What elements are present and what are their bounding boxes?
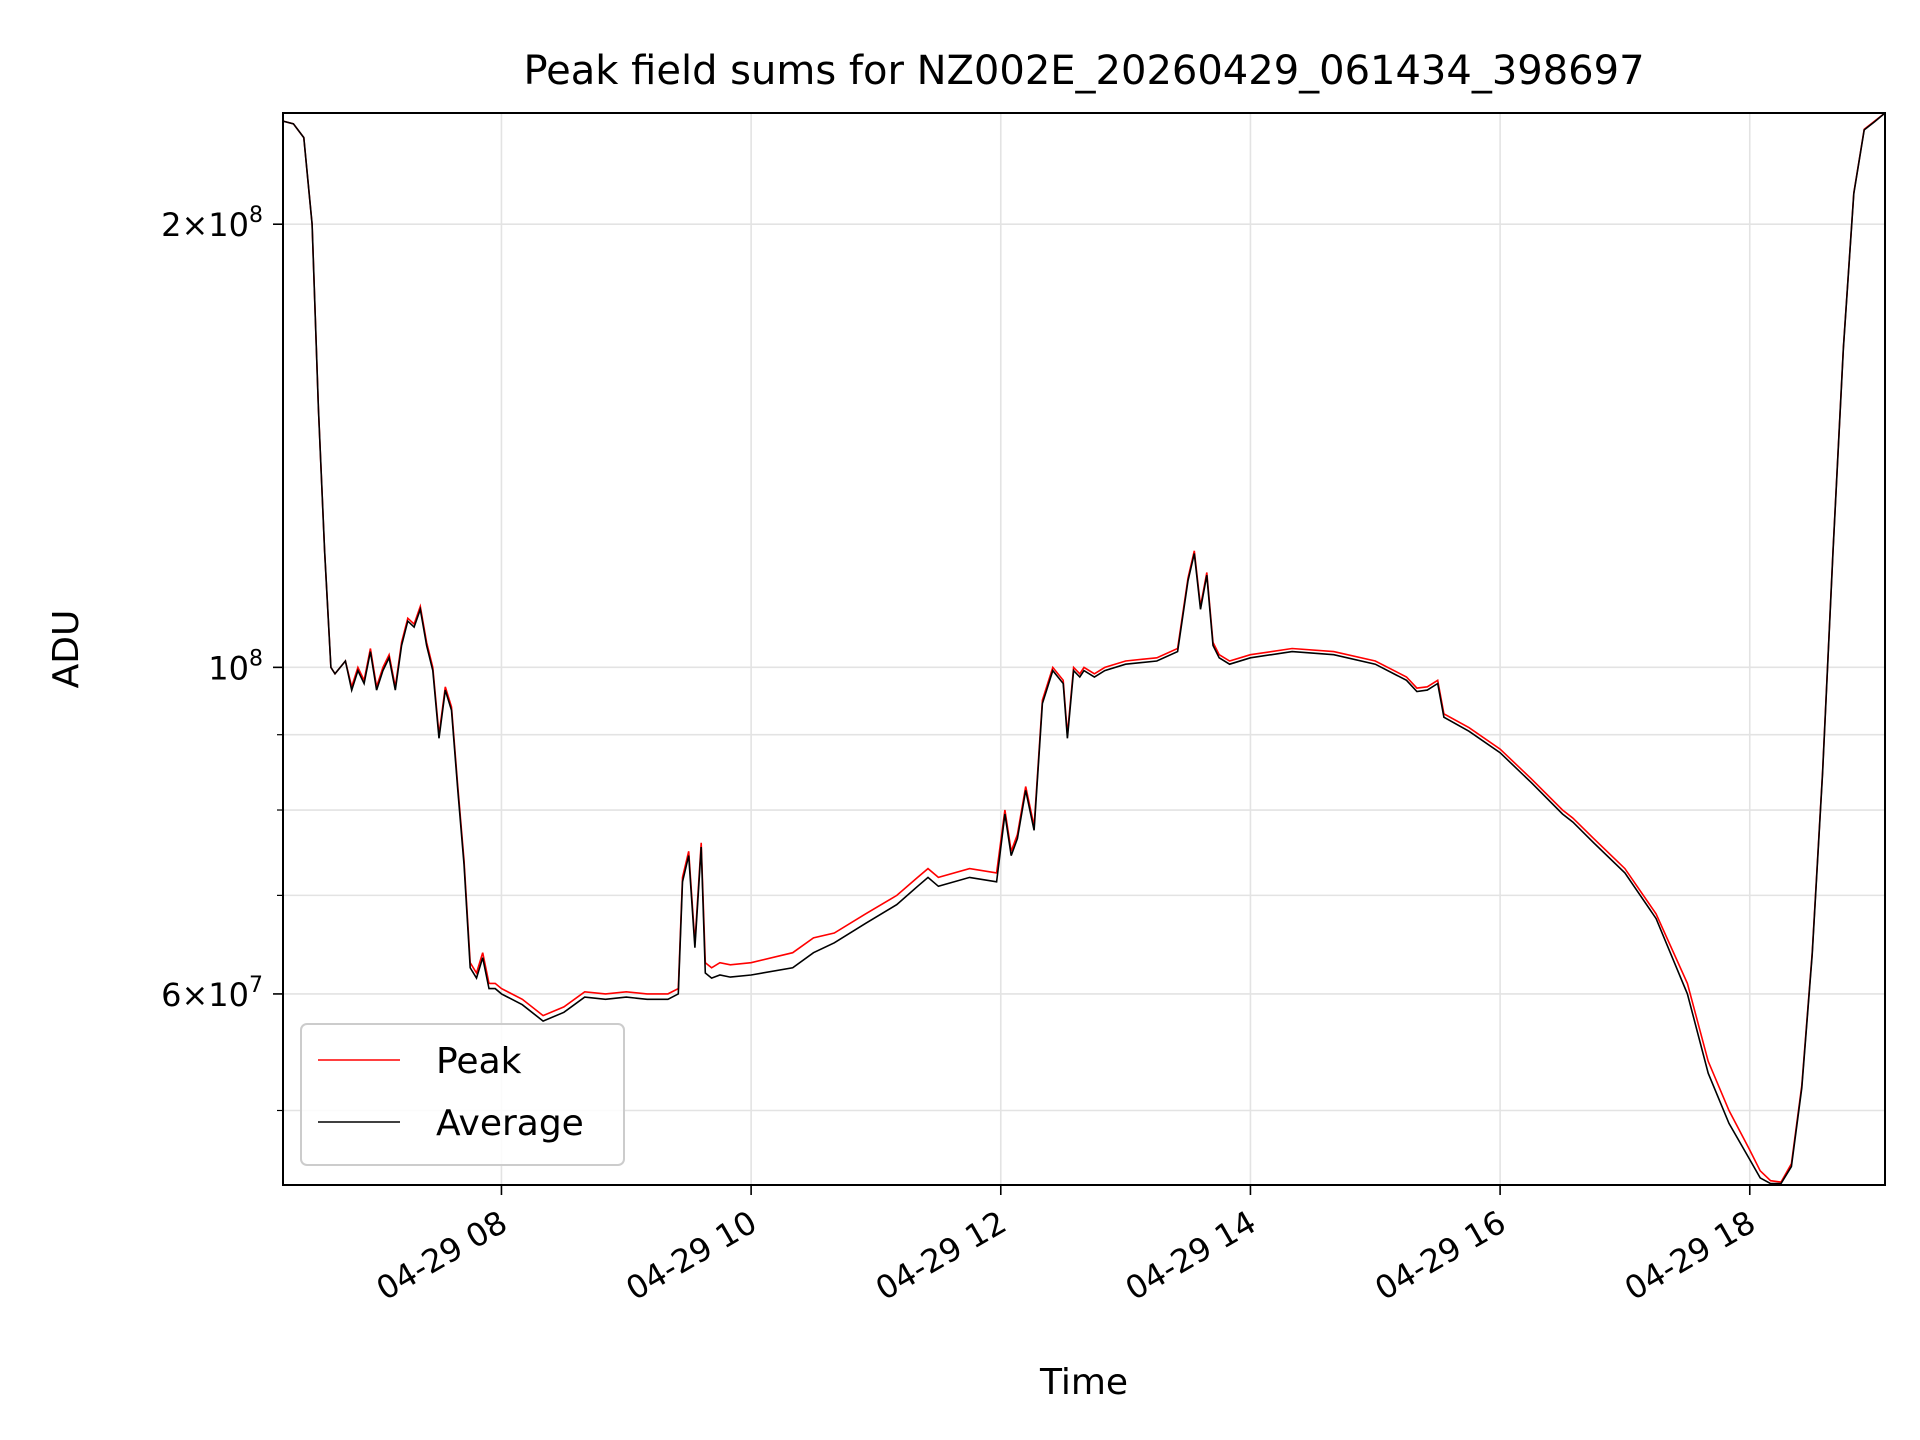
x-axis-label: Time bbox=[1039, 1362, 1128, 1403]
chart-title: Peak field sums for NZ002E_20260429_0614… bbox=[523, 48, 1644, 94]
y-tick-label: 108 bbox=[208, 646, 263, 687]
y-axis: 6×107 108 2×108 bbox=[161, 203, 283, 1112]
plot-frame bbox=[282, 112, 1886, 1186]
legend-label-average: Average bbox=[436, 1103, 584, 1144]
grid bbox=[283, 113, 1885, 1185]
y-tick-label: 6×107 bbox=[161, 973, 263, 1014]
series-line-average bbox=[282, 112, 1886, 1185]
y-tick-label: 2×108 bbox=[161, 203, 263, 244]
legend-label-peak: Peak bbox=[436, 1041, 522, 1082]
y-axis-label: ADU bbox=[46, 610, 87, 689]
series-line-peak bbox=[282, 112, 1886, 1183]
plot-series bbox=[282, 112, 1886, 1185]
legend: Peak Average bbox=[300, 1023, 625, 1166]
